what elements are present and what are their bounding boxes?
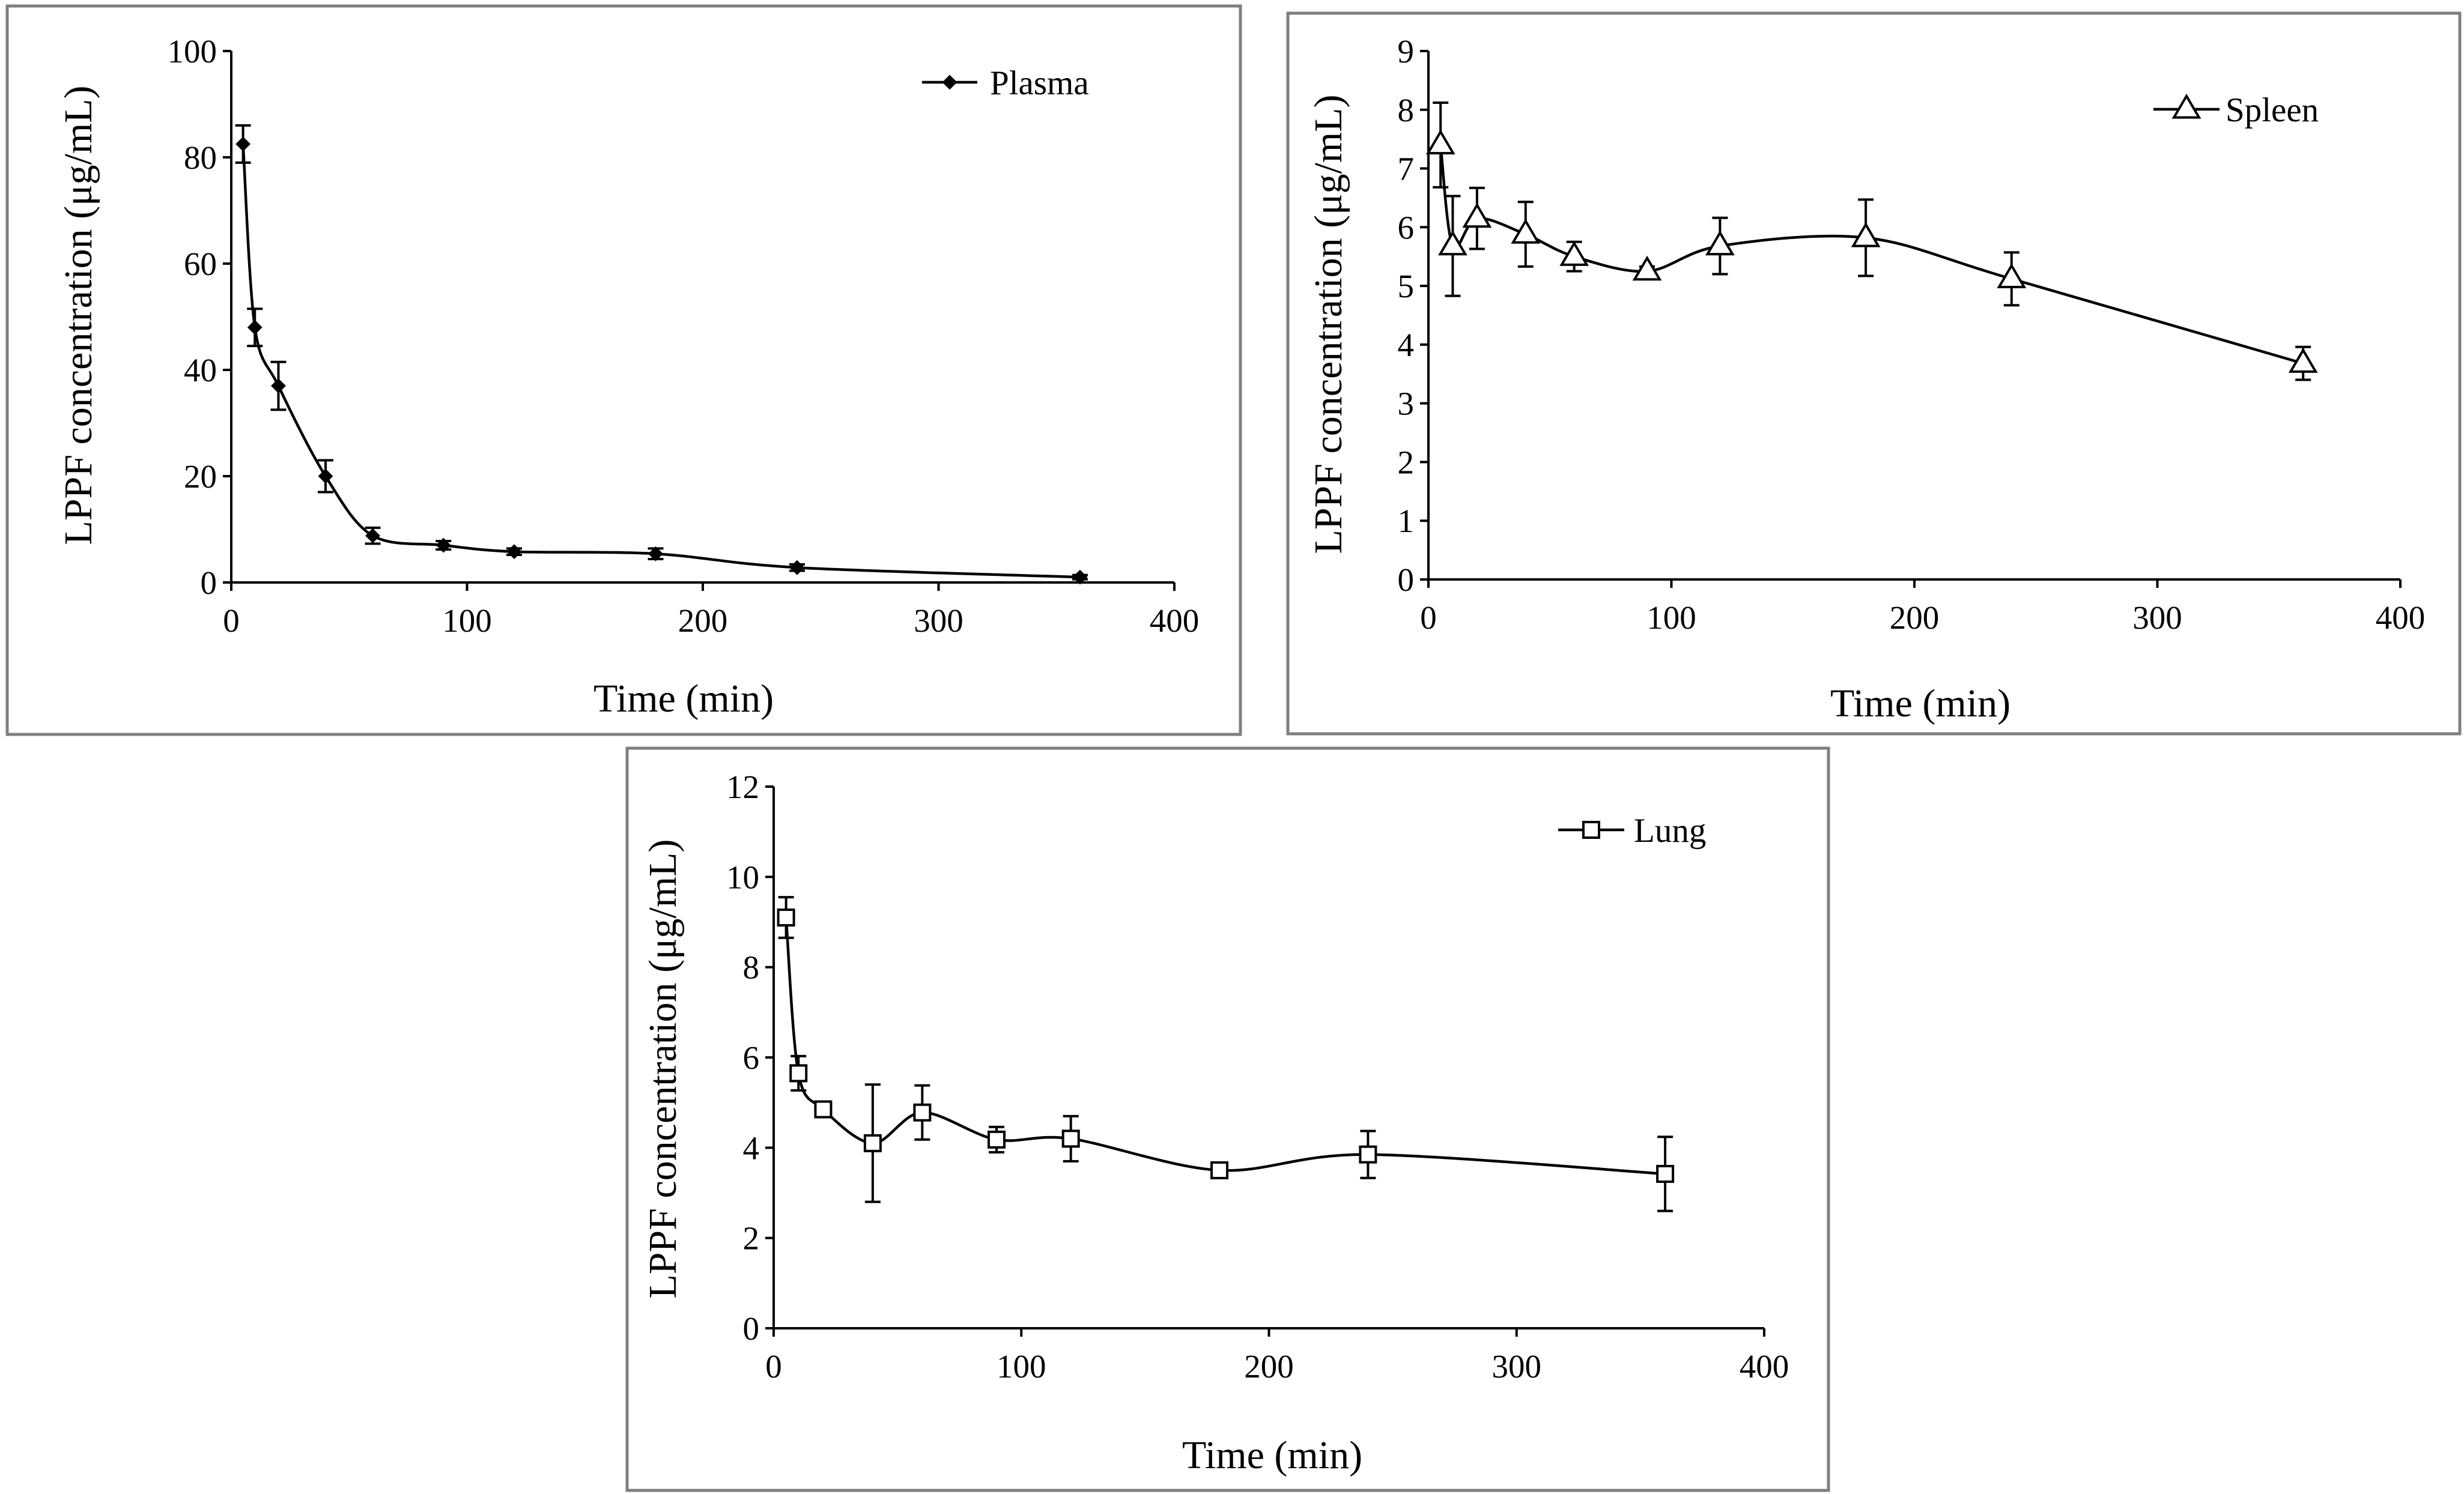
- data-point: [318, 468, 333, 484]
- x-tick-label: 100: [997, 1348, 1046, 1385]
- data-point: [988, 1130, 1006, 1149]
- legend-marker: [1582, 821, 1600, 839]
- axes: 0 2 4 6 8 10 12 0 100 200 300 400: [726, 769, 1789, 1385]
- x-axis-title: Time (min): [1182, 1433, 1362, 1477]
- y-tick-label: 9: [1398, 33, 1415, 70]
- data-point: [365, 528, 380, 543]
- x-tick-label: 400: [2376, 599, 2426, 636]
- y-tick-label: 5: [1398, 268, 1415, 304]
- x-axis-title: Time (min): [593, 677, 774, 721]
- y-axis-title: LPPF concentration (μg/mL): [56, 86, 100, 545]
- data-point: [777, 908, 795, 927]
- y-axis-title: LPPF concentration (μg/mL): [1306, 95, 1350, 554]
- y-axis-title: LPPF concentration (μg/mL): [641, 839, 685, 1299]
- data-point: [1705, 230, 1735, 256]
- data-point: [1359, 1145, 1377, 1164]
- data-point: [1462, 202, 1492, 228]
- x-tick-label: 0: [1420, 599, 1437, 636]
- data-point: [1438, 230, 1467, 256]
- x-tick-label: 300: [2132, 599, 2182, 636]
- data-point: [913, 1103, 932, 1122]
- y-tick-label: 100: [168, 33, 217, 70]
- data-point: [1425, 129, 1455, 155]
- x-axis-title: Time (min): [1830, 682, 2010, 725]
- legend: Plasma: [922, 64, 1089, 102]
- y-tick-label: 12: [726, 769, 759, 805]
- data-point: [1997, 263, 2027, 289]
- y-tick-label: 10: [726, 859, 759, 895]
- x-tick-label: 400: [1150, 602, 1200, 639]
- legend-marker: [2171, 94, 2202, 119]
- axes: 0 20 40 60 80 100 0 100 200 300 400: [168, 33, 1200, 639]
- y-tick-label: 0: [201, 564, 217, 601]
- data-point: [1632, 255, 1662, 281]
- legend-marker-shape: [2171, 94, 2202, 119]
- y-tick-label: 40: [184, 352, 217, 389]
- data-point: [1061, 1130, 1080, 1148]
- panel-frame: [5, 4, 1242, 736]
- data-point: [235, 136, 251, 152]
- data-point: [1656, 1164, 1675, 1183]
- data-point: [271, 378, 286, 393]
- series: [1425, 101, 2318, 381]
- data-point: [1210, 1161, 1229, 1179]
- y-tick-label: 1: [1398, 503, 1415, 539]
- y-tick-label: 8: [1398, 92, 1415, 129]
- y-tick-label: 6: [743, 1039, 760, 1076]
- x-tick-label: 400: [1740, 1348, 1789, 1385]
- y-tick-label: 4: [1398, 327, 1415, 363]
- data-point: [1072, 569, 1088, 585]
- y-tick-label: 60: [184, 246, 217, 282]
- x-tick-label: 200: [678, 602, 728, 639]
- x-tick-label: 0: [765, 1348, 782, 1385]
- data-point: [1511, 219, 1541, 244]
- panel-frame: [1286, 11, 2462, 736]
- x-tick-label: 100: [442, 602, 492, 639]
- data-point: [789, 560, 805, 575]
- data-point: [1559, 241, 1589, 266]
- legend-marker-shape: [1582, 821, 1600, 839]
- axes: 0 1 2 3 4 5 6 7 8 9 0 100 200 300 400: [1398, 33, 2426, 636]
- series: [235, 124, 1088, 585]
- y-tick-label: 80: [184, 139, 217, 176]
- y-tick-label: 0: [1398, 561, 1415, 598]
- y-tick-label: 6: [1398, 209, 1415, 246]
- x-tick-label: 100: [1646, 599, 1696, 636]
- legend-label: Plasma: [990, 64, 1089, 102]
- data-point: [789, 1064, 808, 1083]
- legend-marker: [942, 74, 957, 90]
- y-tick-label: 2: [743, 1220, 760, 1257]
- y-tick-label: 2: [1398, 444, 1415, 480]
- data-point: [1851, 222, 1881, 247]
- data-point: [814, 1100, 833, 1119]
- y-tick-label: 8: [743, 949, 760, 986]
- y-tick-label: 7: [1398, 151, 1415, 187]
- legend-label: Spleen: [2226, 91, 2319, 129]
- series: [777, 896, 1675, 1212]
- chart-lung: 0 2 4 6 8 10 12 0 100 200 300 400 Time (min) LPPF c…: [625, 746, 1830, 1492]
- panel-frame: [625, 746, 1830, 1492]
- y-tick-label: 0: [743, 1310, 760, 1347]
- data-point: [247, 319, 262, 335]
- legend-marker-shape: [942, 74, 957, 90]
- data-point: [506, 544, 522, 560]
- legend: Spleen: [2153, 91, 2319, 129]
- x-tick-label: 300: [1492, 1348, 1542, 1385]
- y-tick-label: 3: [1398, 386, 1415, 422]
- x-tick-label: 200: [1890, 599, 1940, 636]
- x-tick-label: 0: [223, 602, 240, 639]
- chart-plasma: 0 20 40 60 80 100 0 100 200 300 400 Time (min) LPP…: [5, 4, 1242, 736]
- x-tick-label: 200: [1244, 1348, 1294, 1385]
- data-point: [435, 537, 451, 553]
- y-tick-label: 20: [184, 458, 217, 495]
- data-point: [648, 546, 663, 561]
- data-point: [863, 1134, 882, 1152]
- chart-spleen: 0 1 2 3 4 5 6 7 8 9 0 100 200 300 400 Time (min) LPPF …: [1286, 11, 2462, 736]
- legend-label: Lung: [1634, 812, 1706, 850]
- data-point: [2288, 348, 2318, 373]
- x-tick-label: 300: [914, 602, 963, 639]
- y-tick-label: 4: [743, 1130, 760, 1166]
- legend: Lung: [1558, 812, 1706, 850]
